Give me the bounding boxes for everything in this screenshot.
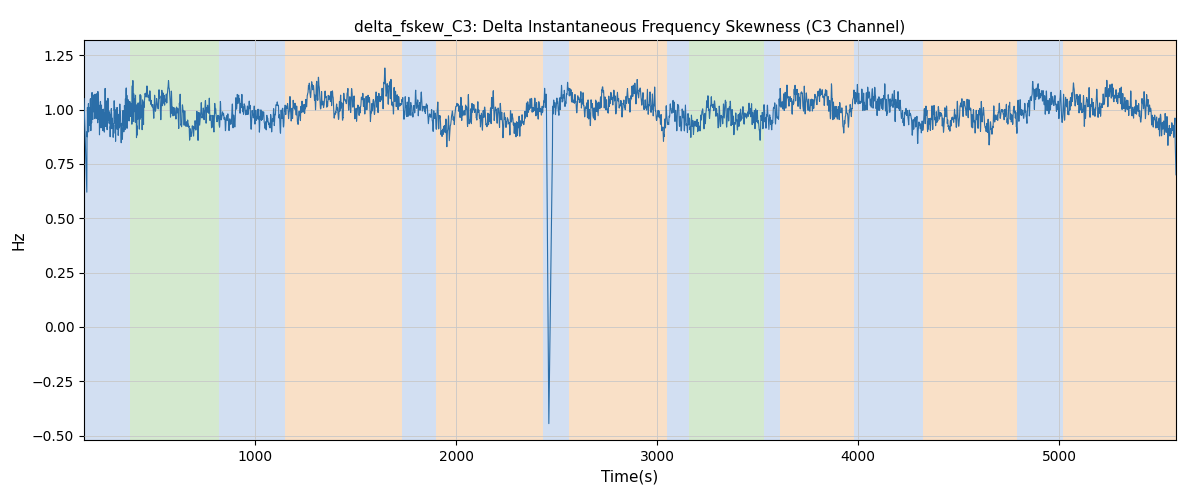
Bar	[1018, 40, 1063, 440]
Bar	[923, 40, 1018, 440]
Bar	[436, 40, 542, 440]
Bar	[402, 40, 436, 440]
Bar	[218, 40, 286, 440]
Bar	[763, 40, 780, 440]
Bar	[1063, 40, 1176, 440]
Bar	[854, 40, 923, 440]
Bar	[689, 40, 763, 440]
Bar	[569, 40, 667, 440]
Title: delta_fskew_C3: Delta Instantaneous Frequency Skewness (C3 Channel): delta_fskew_C3: Delta Instantaneous Freq…	[354, 20, 906, 36]
Bar	[780, 40, 854, 440]
X-axis label: Time(s): Time(s)	[601, 470, 659, 484]
Bar	[667, 40, 689, 440]
Y-axis label: Hz: Hz	[12, 230, 26, 250]
Bar	[131, 40, 218, 440]
Bar	[542, 40, 569, 440]
Bar	[84, 40, 131, 440]
Bar	[286, 40, 402, 440]
